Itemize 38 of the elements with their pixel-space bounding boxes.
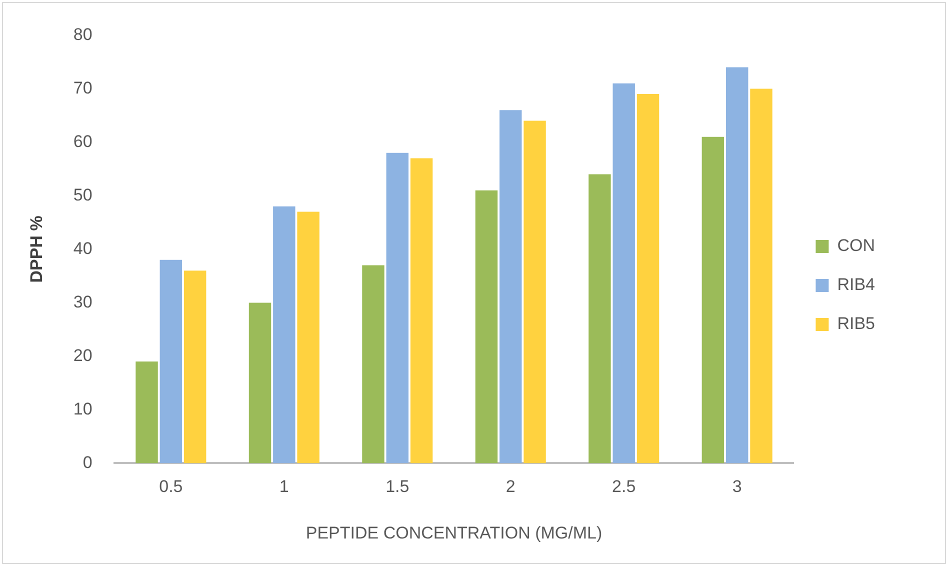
bar [524, 120, 546, 464]
y-tick-label: 80 [73, 24, 92, 44]
x-axis-title: PEPTIDE CONCENTRATION (MG/ML) [306, 523, 602, 542]
bar [297, 212, 320, 464]
x-tick-label: 2 [506, 477, 516, 496]
bar [500, 110, 522, 464]
bar [636, 94, 660, 464]
bar [160, 260, 182, 464]
y-tick-label: 20 [73, 346, 92, 365]
x-tick-label: 3 [732, 477, 742, 496]
legend-label: RIB5 [837, 314, 876, 334]
bar [362, 265, 384, 464]
bar [386, 152, 409, 464]
y-tick-label: 40 [73, 238, 92, 258]
y-tick-label: 0 [82, 452, 92, 472]
x-tick-label: 0.5 [159, 477, 183, 496]
y-tick-label: 30 [73, 292, 92, 312]
bar [248, 302, 272, 464]
bar [702, 136, 724, 464]
legend-label: RIB4 [837, 275, 876, 294]
bar [612, 83, 635, 464]
y-axis-title: DPPH % [26, 216, 46, 283]
bar [184, 270, 206, 464]
bar [136, 362, 158, 464]
y-tick-label: 70 [73, 78, 92, 98]
y-tick-label: 60 [73, 132, 92, 151]
bar [475, 190, 498, 464]
y-tick-label: 50 [73, 185, 92, 204]
bar [410, 158, 433, 464]
legend-label: CON [837, 236, 875, 256]
x-tick-label: 2.5 [612, 477, 636, 496]
bar [750, 88, 772, 464]
bar [726, 67, 748, 464]
x-tick-label: 1.5 [386, 477, 410, 496]
x-tick-label: 1 [279, 477, 289, 496]
bar [273, 206, 296, 464]
y-tick-label: 10 [73, 399, 92, 418]
bar [588, 174, 611, 464]
